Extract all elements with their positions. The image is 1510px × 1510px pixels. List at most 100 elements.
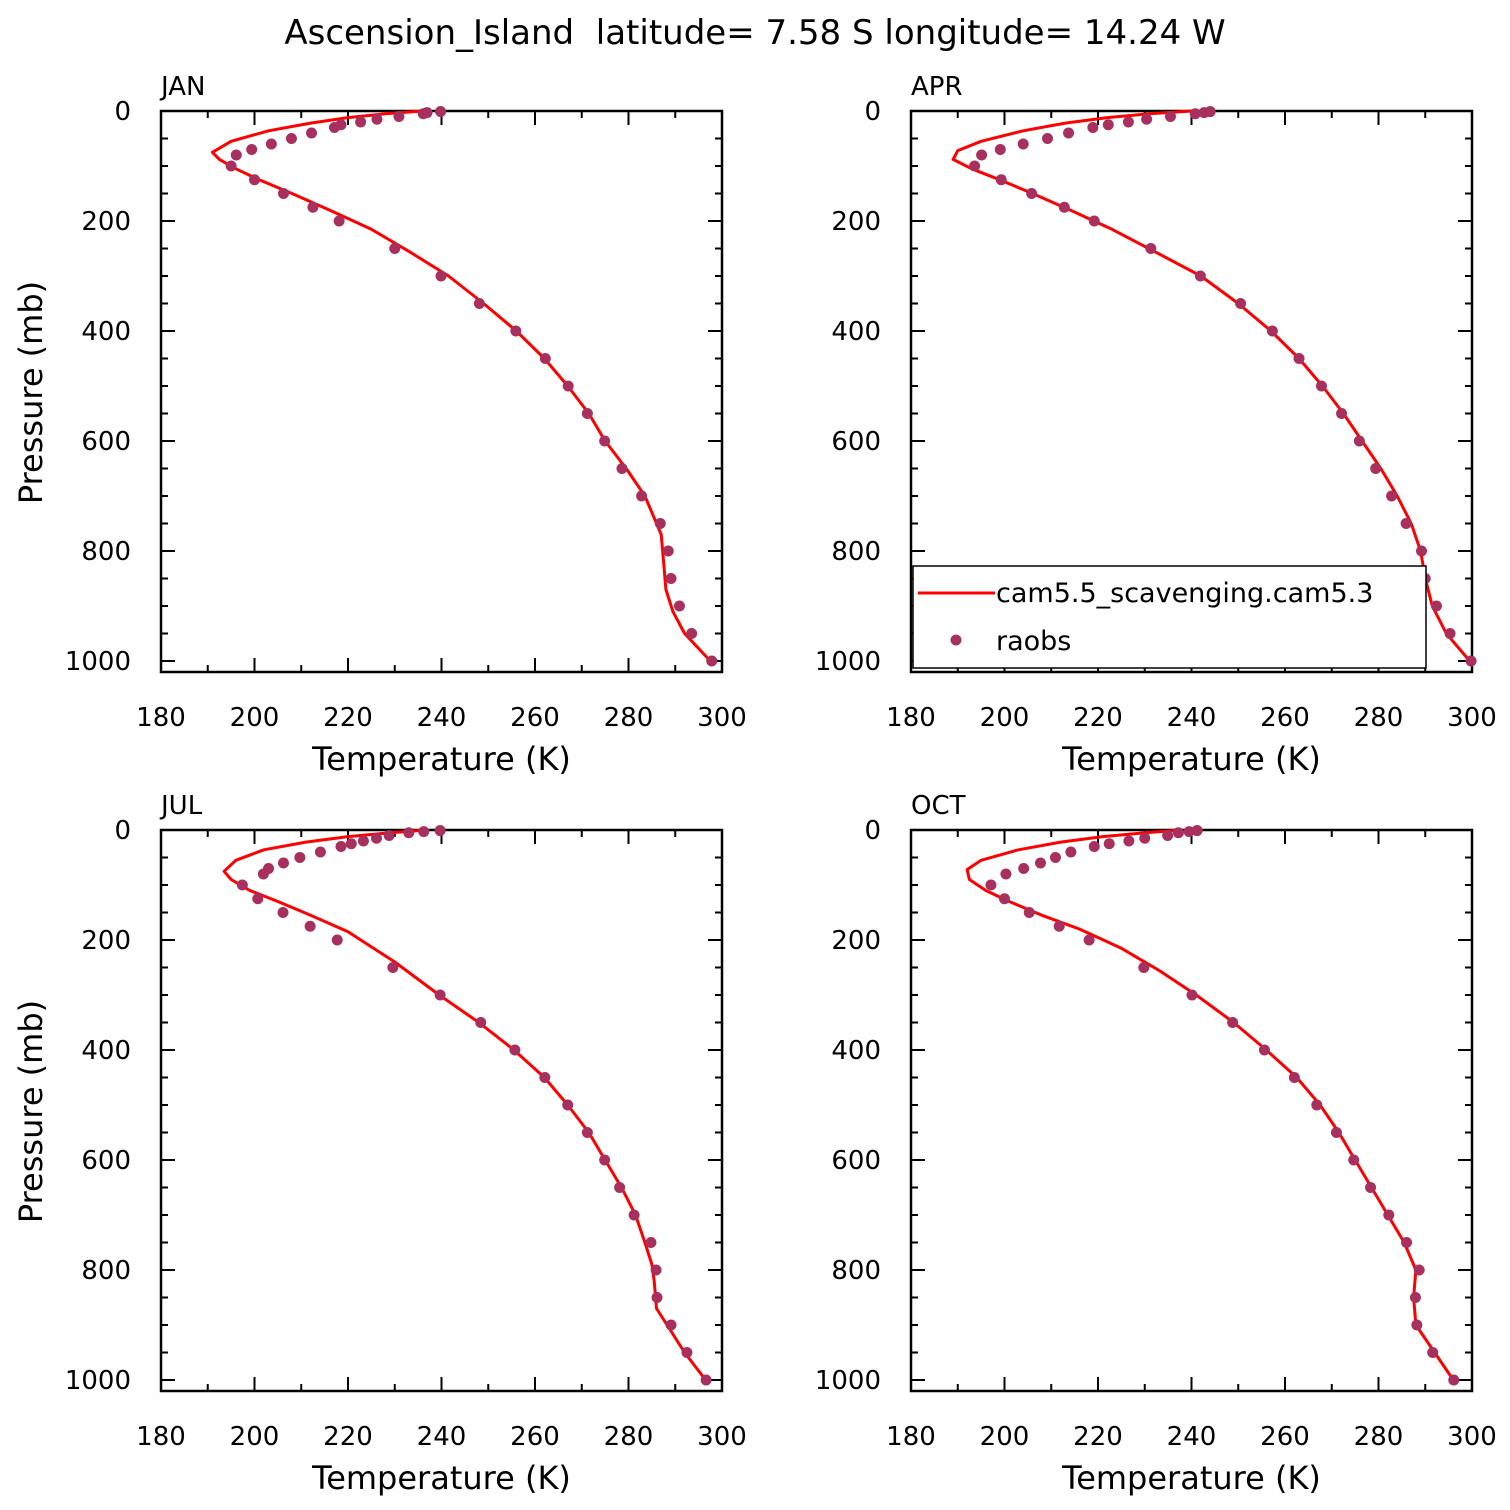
x-axis-title: Temperature (K) — [1061, 740, 1321, 778]
x-tick-label: 180 — [886, 703, 936, 733]
x-tick-label: 260 — [510, 703, 560, 733]
x-tick-label: 240 — [1167, 1422, 1217, 1452]
raobs-point — [403, 827, 415, 839]
y-tick-label: 600 — [81, 1146, 131, 1176]
y-tick-label: 0 — [114, 816, 131, 846]
y-tick-label: 0 — [864, 97, 881, 127]
panels: JAN 180 200 220 240 260 280 300 0 200 400 600 800 100… — [12, 72, 1497, 1497]
raobs-point — [393, 111, 405, 122]
x-tick-label: 300 — [697, 1422, 747, 1452]
legend-model-label: cam5.5_scavenging.cam5.3 — [996, 578, 1373, 609]
raobs-point — [651, 1292, 663, 1303]
raobs-point — [1336, 408, 1348, 419]
raobs-point — [1348, 1154, 1360, 1166]
raobs-point — [277, 188, 289, 199]
raobs-point — [1026, 188, 1038, 199]
raobs-point — [1023, 907, 1035, 918]
raobs-point — [616, 463, 628, 474]
raobs-point — [304, 920, 316, 932]
raobs-point — [1365, 1182, 1377, 1193]
raobs-point — [1258, 1044, 1270, 1056]
raobs-point — [999, 893, 1010, 905]
raobs-point — [1139, 832, 1151, 844]
raobs-point — [383, 830, 395, 841]
y-tick-label: 200 — [81, 926, 131, 956]
raobs-point — [1088, 215, 1100, 227]
raobs-point — [1413, 1264, 1425, 1276]
raobs-point — [1049, 852, 1061, 863]
raobs-point — [654, 518, 666, 529]
y-tick-label: 200 — [831, 926, 881, 956]
raobs-point — [1448, 1374, 1460, 1386]
raobs-point — [252, 893, 264, 905]
model-line — [965, 828, 1455, 1381]
raobs-point — [1145, 243, 1157, 254]
raobs-point — [1227, 1017, 1239, 1028]
x-tick-label: 260 — [1260, 1422, 1310, 1452]
x-tick-label: 200 — [980, 1422, 1030, 1452]
y-tick-label: 800 — [81, 537, 131, 567]
y-tick-label: 600 — [81, 427, 131, 457]
raobs-point — [700, 1374, 712, 1386]
raobs-point — [1042, 133, 1054, 144]
raobs-point — [1034, 857, 1046, 869]
raobs-point — [976, 149, 988, 161]
raobs-point — [306, 127, 318, 139]
raobs-point — [418, 826, 430, 838]
raobs-point — [562, 380, 574, 392]
y-axis-title: Pressure (mb) — [12, 281, 50, 504]
panel-oct: OCT 180 200 220 240 260 280 300 0 200 400 600 800 100… — [815, 791, 1497, 1497]
y-tick-label: 400 — [81, 317, 131, 347]
raobs-point — [539, 353, 551, 364]
raobs-point — [1401, 1237, 1413, 1248]
x-tick-label: 300 — [1447, 1422, 1497, 1452]
x-tick-label: 240 — [417, 703, 467, 733]
x-tick-label: 200 — [230, 703, 280, 733]
legend-box — [912, 565, 1427, 669]
raobs-point — [1186, 989, 1198, 1001]
y-tick-label: 600 — [831, 427, 881, 457]
x-tick-label: 280 — [604, 703, 654, 733]
raobs-point — [969, 160, 981, 172]
raobs-point — [1330, 1127, 1342, 1138]
raobs-point — [435, 270, 447, 282]
raobs-point — [277, 907, 289, 918]
raobs-point — [417, 108, 429, 120]
plot-frame — [159, 109, 724, 674]
raobs-point — [1409, 1292, 1421, 1303]
raobs-point — [434, 825, 446, 837]
x-tick-label: 220 — [323, 703, 373, 733]
raobs-point — [277, 857, 289, 869]
raobs-point — [706, 655, 718, 667]
raobs-point — [1266, 325, 1278, 337]
x-tick-label: 220 — [1073, 703, 1123, 733]
y-tick-label: 200 — [81, 207, 131, 237]
y-tick-label: 200 — [831, 207, 881, 237]
raobs-point — [985, 879, 997, 891]
raobs-point — [1000, 868, 1012, 880]
raobs-point — [1172, 827, 1184, 839]
raobs-point — [645, 1237, 657, 1248]
figure-title: Ascension_Island latitude= 7.58 S longit… — [284, 13, 1225, 53]
raobs-point — [355, 116, 367, 128]
panel-jul: JUL 180 200 220 240 260 280 300 0 200 400 600 800 100… — [12, 791, 747, 1497]
x-tick-label: 180 — [886, 1422, 936, 1452]
raobs-point — [1353, 435, 1365, 447]
raobs-point — [673, 600, 685, 612]
raobs-point — [1400, 518, 1412, 529]
raobs-point — [539, 1072, 551, 1083]
raobs-point — [1164, 111, 1176, 122]
raobs-point — [328, 122, 340, 133]
raobs-point — [581, 1127, 593, 1138]
x-tick-label: 280 — [604, 1422, 654, 1452]
x-axis-title: Temperature (K) — [1061, 1459, 1321, 1497]
panel-apr: APR 180 200 220 240 260 280 300 0 200 400 600 800 100… — [815, 72, 1497, 778]
raobs-point — [236, 879, 248, 891]
raobs-point — [995, 174, 1007, 186]
raobs-point — [434, 989, 446, 1001]
plot-frame — [159, 828, 724, 1393]
raobs-point — [230, 149, 242, 161]
x-tick-label: 180 — [136, 703, 186, 733]
x-tick-label: 280 — [1354, 1422, 1404, 1452]
raobs-point — [994, 144, 1006, 155]
